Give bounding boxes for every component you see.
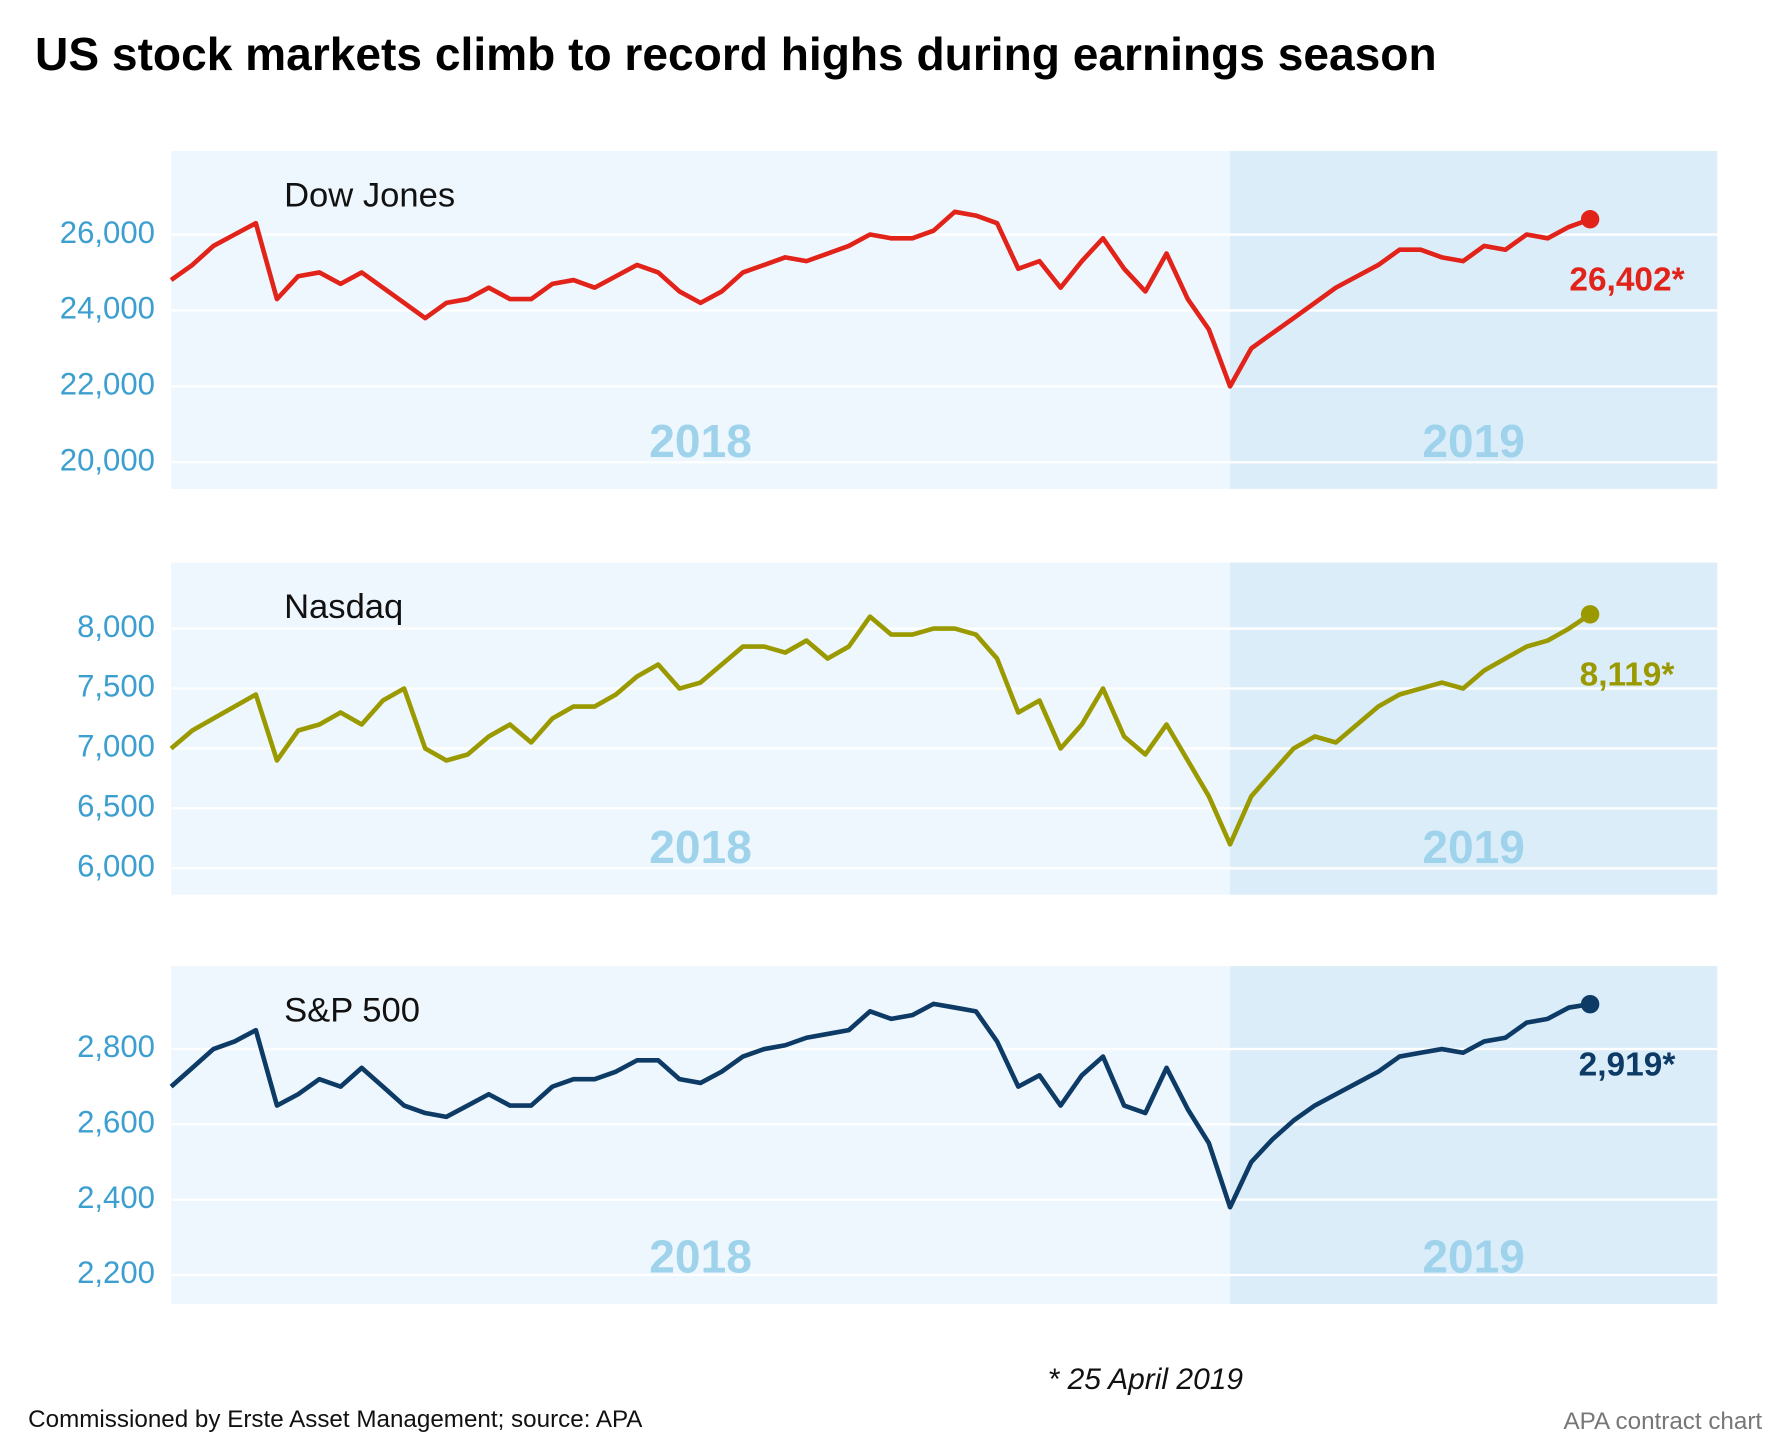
source: Commissioned by Erste Asset Management; … xyxy=(28,1406,643,1433)
period-label: 2018 xyxy=(649,821,752,873)
period-label: 2019 xyxy=(1422,1230,1525,1282)
y-tick-label: 2,200 xyxy=(77,1255,155,1290)
series-line xyxy=(169,612,1592,847)
page-title: US stock markets climb to record highs d… xyxy=(35,28,1437,80)
value-label: 26,402* xyxy=(1569,261,1684,298)
credit: APA contract chart xyxy=(1564,1408,1763,1435)
footnote: * 25 April 2019 xyxy=(1048,1363,1244,1396)
y-tick-label: 2,800 xyxy=(77,1029,155,1064)
y-tick-label: 7,500 xyxy=(77,669,155,704)
y-tick-label: 20,000 xyxy=(60,442,155,477)
end-point xyxy=(1580,605,1600,624)
y-tick-label: 8,000 xyxy=(77,609,155,644)
y-tick-label: 2,600 xyxy=(77,1105,155,1140)
period-label: 2018 xyxy=(649,1230,752,1282)
y-tick-label: 6,500 xyxy=(77,789,155,824)
end-point xyxy=(1580,994,1600,1014)
series-name: S&P 500 xyxy=(284,991,420,1029)
y-tick-label: 7,000 xyxy=(77,729,155,764)
period-label: 2018 xyxy=(649,415,752,467)
y-tick-label: 22,000 xyxy=(60,367,155,402)
period-shade xyxy=(1230,151,1718,489)
series-name: Dow Jones xyxy=(284,176,455,214)
y-tick-label: 6,000 xyxy=(77,849,155,884)
series-name: Nasdaq xyxy=(284,588,403,626)
end-point xyxy=(1580,210,1600,229)
y-tick-label: 2,400 xyxy=(77,1180,155,1215)
series-line xyxy=(169,209,1591,389)
y-tick-label: 26,000 xyxy=(60,215,155,250)
y-tick-label: 24,000 xyxy=(60,291,155,326)
period-shade xyxy=(1230,966,1718,1304)
period-shade xyxy=(1230,562,1718,895)
value-label: 2,919* xyxy=(1579,1046,1676,1083)
series-line xyxy=(169,1001,1591,1210)
period-label: 2019 xyxy=(1422,821,1525,873)
period-label: 2019 xyxy=(1422,415,1525,467)
value-label: 8,119* xyxy=(1580,656,1675,693)
